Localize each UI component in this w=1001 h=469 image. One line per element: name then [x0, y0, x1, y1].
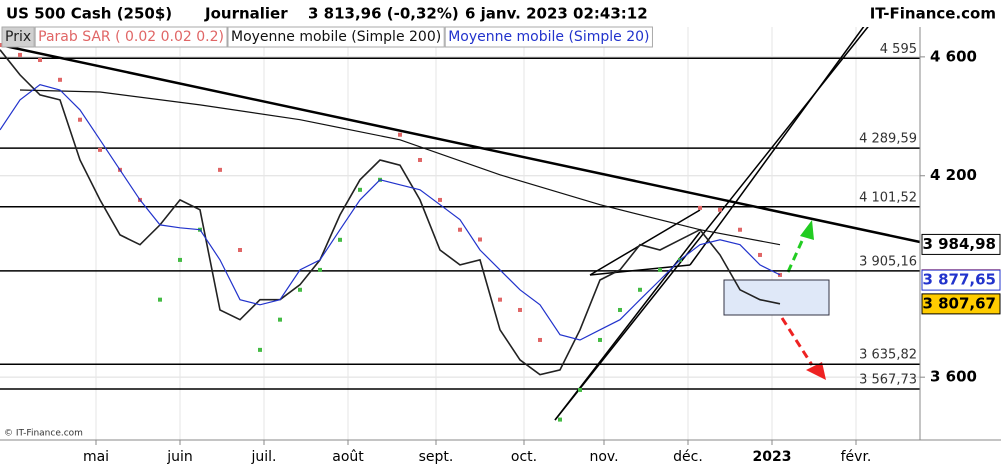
price-marker-label: 3 807,67 — [922, 294, 996, 312]
sar-dot — [398, 132, 402, 137]
legend-box — [34, 26, 228, 48]
y-tick-label: 4 200 — [930, 166, 977, 184]
sar-dot — [318, 267, 322, 272]
legend-entry: Prix — [5, 29, 31, 45]
range-box — [723, 279, 830, 316]
price-marker-label: 3 877,65 — [922, 271, 996, 289]
quote: 3 813,96 (-0,32%) — [308, 5, 459, 23]
datetime: 6 janv. 2023 02:43:12 — [465, 5, 648, 23]
sar-dot — [518, 307, 522, 312]
x-tick-label: juin — [166, 449, 193, 465]
level-label: 4 289,59 — [859, 132, 917, 147]
level-label: 4 595 — [880, 42, 917, 57]
x-tick-label: 2023 — [753, 449, 792, 465]
copyright: © IT-Finance.com — [4, 429, 83, 439]
plot: 4 595 4 289,59 4 101,52 3 905,16 3 635,82 3 5… — [0, 42, 920, 422]
legend-entry: Moyenne mobile (Simple 200) — [231, 29, 441, 45]
sar-dot — [58, 77, 62, 82]
price-line — [0, 49, 781, 376]
sar-dot — [558, 417, 562, 422]
legend-entry: Moyenne mobile (Simple 20) — [448, 29, 649, 45]
arrow-head — [800, 220, 814, 240]
y-tick-label: 4 600 — [930, 47, 977, 65]
sar-dot — [538, 337, 542, 342]
sar-dot — [238, 247, 242, 252]
period: Journalier — [204, 5, 288, 23]
sar-dot — [438, 197, 442, 202]
brand: IT-Finance.com — [870, 5, 996, 23]
moving-average — [0, 84, 781, 341]
sar-dot — [498, 297, 502, 302]
price-marker — [921, 233, 1001, 255]
sar-dot — [738, 227, 742, 232]
arrow-head — [806, 362, 826, 380]
sar-dot — [98, 147, 102, 152]
sar-dot — [218, 167, 222, 172]
sar-dot — [258, 347, 262, 352]
symbol: US 500 Cash (250$) — [6, 5, 172, 23]
sar-dot — [18, 52, 22, 57]
sar-dot — [338, 237, 342, 242]
sar-dot — [298, 287, 302, 292]
price-marker — [921, 269, 1001, 291]
y-tick-label: 3 600 — [930, 368, 977, 386]
x-tick-label: oct. — [511, 449, 537, 465]
sar-dot — [638, 287, 642, 292]
x-tick-label: juil. — [251, 449, 277, 465]
header-bg — [0, 0, 1001, 27]
x-tick-label: déc. — [673, 449, 703, 465]
sar-dot — [698, 205, 702, 210]
sar-dot — [358, 187, 362, 192]
trend-line — [0, 43, 921, 244]
sar-dot — [78, 117, 82, 122]
sar-dot — [278, 317, 282, 322]
x-tick-label: août — [332, 449, 364, 465]
sar-dot — [458, 227, 462, 232]
sar-dot — [0, 43, 2, 48]
sar-dot — [418, 157, 422, 162]
sar-dot — [658, 267, 662, 272]
level-label: 3 905,16 — [859, 254, 917, 269]
level-label: 3 567,73 — [859, 372, 917, 387]
grid — [0, 26, 920, 440]
level-label: 3 635,82 — [859, 348, 917, 363]
sar-dot — [158, 297, 162, 302]
sar-dot — [778, 272, 782, 277]
sar-dot — [598, 337, 602, 342]
x-tick-label: sept. — [419, 449, 454, 465]
legend-box — [444, 26, 653, 48]
x-tick-label: févr. — [841, 449, 872, 465]
sar-dot — [758, 252, 762, 257]
sar-dot — [478, 237, 482, 242]
trend-line — [689, 17, 871, 266]
level-label: 4 101,52 — [859, 190, 917, 205]
trend-line — [589, 209, 701, 276]
sar-dot — [178, 257, 182, 262]
sar-dot — [38, 58, 42, 63]
arrow-down — [780, 317, 814, 366]
sar-dot — [718, 207, 722, 212]
price-marker-label: 3 984,98 — [922, 235, 996, 253]
x-tick-label: nov. — [589, 449, 618, 465]
legend-box — [1, 26, 35, 48]
moving-average — [19, 89, 781, 246]
legend-entry: Parab SAR ( 0.02 0.02 0.2) — [38, 29, 224, 45]
x-tick-label: mai — [83, 449, 109, 465]
price-marker — [921, 293, 1001, 315]
sar-dot — [618, 307, 622, 312]
legend-box — [227, 26, 445, 48]
arrow-up — [786, 231, 808, 273]
sar-dot — [578, 387, 582, 392]
